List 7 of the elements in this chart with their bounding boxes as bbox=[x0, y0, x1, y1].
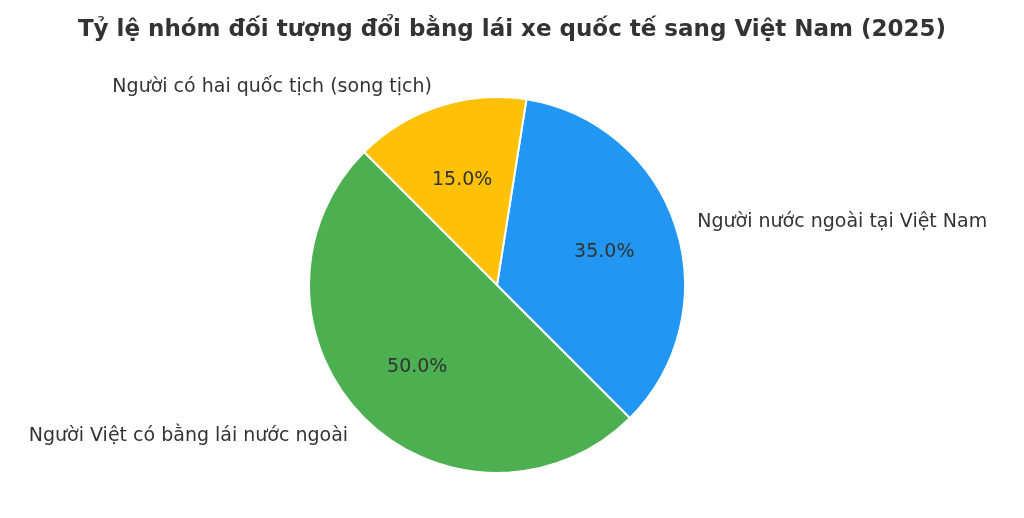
data-label: 15.0% bbox=[431, 166, 493, 189]
chart-title: Tỷ lệ nhóm đối tượng đổi bằng lái xe quốc tế sang Việt Nam (2025) bbox=[76, 13, 948, 43]
slice-label: Người có hai quốc tịch (song tịch) bbox=[112, 73, 432, 96]
data-label: 50.0% bbox=[387, 353, 448, 376]
data-label: 35.0% bbox=[574, 239, 635, 262]
slice-label: Người Việt có bằng lái nước ngoài bbox=[28, 422, 349, 445]
slice-label: Người nước ngoài tại Việt Nam bbox=[697, 208, 988, 231]
